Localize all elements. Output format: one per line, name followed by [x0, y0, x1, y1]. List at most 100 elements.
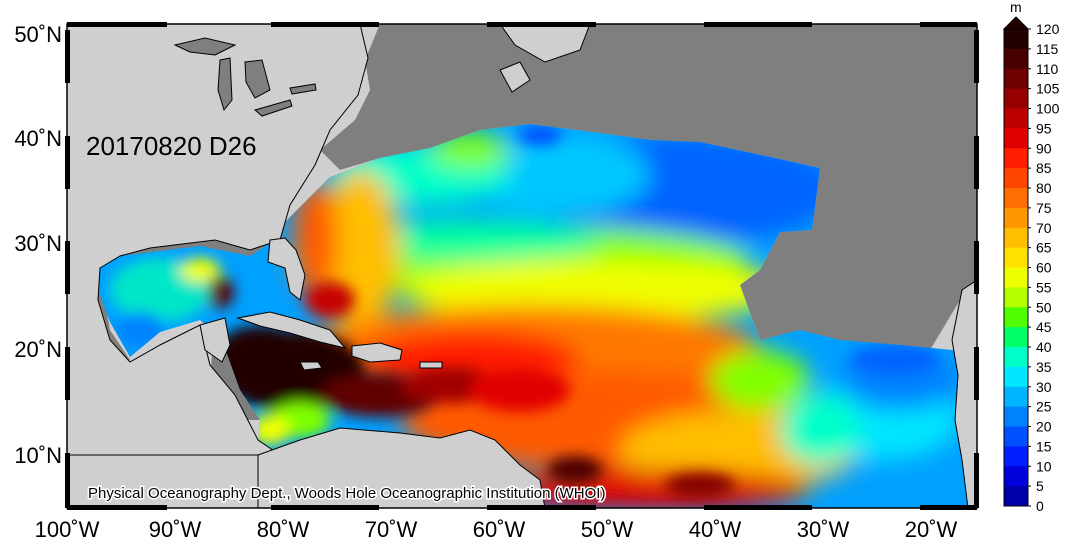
longitude-labels: 100˚W 90˚W 80˚W 70˚W 60˚W 50˚W 40˚W 30˚W 20˚W — [35, 517, 958, 542]
longitude-label: 100˚W — [35, 517, 100, 542]
longitude-label: 30˚W — [797, 517, 850, 542]
colorbar-tick-label: 85 — [1036, 160, 1052, 176]
frame-bar-right — [974, 453, 979, 508]
lake-michigan — [217, 57, 233, 112]
colorbar-tick-label: 35 — [1036, 359, 1052, 375]
frame-bar-left — [65, 136, 70, 189]
lake-erie — [253, 99, 293, 117]
frame-bar-bottom — [487, 505, 596, 510]
frame-bar-top — [487, 22, 596, 27]
frame-bar-top — [920, 22, 977, 27]
land-masses — [67, 24, 977, 508]
colorbar-swatch — [1004, 188, 1028, 209]
colorbar-tick-label: 10 — [1036, 458, 1052, 474]
puerto-rico-island — [419, 361, 443, 369]
no-data-ocean-north — [320, 24, 977, 350]
colorbar-swatch — [1004, 347, 1028, 368]
colorbar-tick-label: 25 — [1036, 399, 1052, 415]
colorbar-tick-label: 105 — [1036, 81, 1060, 97]
frame-bar-right — [974, 136, 979, 189]
colorbar-swatch — [1004, 227, 1028, 249]
frame-bar-right — [974, 30, 979, 83]
colorbar-swatch — [1004, 307, 1028, 328]
colorbar-tick-label: 95 — [1036, 120, 1052, 136]
latitude-label: 10˚N — [14, 443, 62, 468]
colorbar-swatch — [1004, 446, 1028, 467]
frame-bar-bottom — [271, 505, 379, 510]
colorbar-swatch — [1004, 486, 1028, 507]
latitude-labels: 50˚N 40˚N 30˚N 20˚N 10˚N — [14, 22, 62, 468]
colorbar-swatch — [1004, 108, 1028, 129]
colorbar-swatch — [1004, 148, 1028, 169]
colorbar-swatch — [1004, 168, 1028, 189]
frame-graticule-bars — [65, 22, 979, 510]
colorbar-tick-label: 5 — [1036, 478, 1044, 494]
longitude-label: 60˚W — [473, 517, 526, 542]
colorbar-swatch — [1004, 29, 1028, 50]
cuba-island — [236, 311, 347, 349]
colorbar-tick-label: 20 — [1036, 419, 1052, 435]
colorbar-swatch — [1004, 426, 1028, 447]
colorbar-tick-label: 90 — [1036, 140, 1052, 156]
latitude-label: 40˚N — [14, 126, 62, 151]
newfoundland — [499, 61, 531, 93]
colorbar-tick-label: 110 — [1036, 61, 1059, 77]
frame-bar-left — [65, 30, 70, 83]
colorbar-swatch — [1004, 366, 1028, 388]
colorbar-swatch — [1004, 327, 1028, 348]
longitude-label: 20˚W — [905, 517, 958, 542]
colorbar-tick-label: 65 — [1036, 240, 1052, 256]
colorbar-tick-label: 70 — [1036, 220, 1052, 236]
frame-bar-top — [67, 22, 167, 27]
frame-bar-bottom — [67, 505, 167, 510]
colorbar-swatch — [1004, 287, 1028, 308]
colorbar-tick-label: 45 — [1036, 319, 1052, 335]
colorbar-tick-label: 50 — [1036, 299, 1052, 315]
jamaica-island — [299, 361, 323, 371]
colorbar-tick-label: 30 — [1036, 379, 1052, 395]
colorbar-tick-label: 0 — [1036, 498, 1044, 514]
colorbar-swatch — [1004, 48, 1028, 70]
colorbar-swatch — [1004, 128, 1028, 149]
yucatan-peninsula — [199, 317, 231, 363]
colorbar-unit-label: m — [1010, 0, 1022, 15]
frame-bar-left — [65, 347, 70, 400]
colorbar: m 12011511010510095908580757065605550454… — [1002, 0, 1060, 514]
latitude-label: 50˚N — [14, 22, 62, 47]
colorbar-arrow-tip — [1002, 16, 1030, 30]
lake-ontario — [289, 83, 317, 95]
frame-bar-bottom — [920, 505, 977, 510]
colorbar-tick-label: 115 — [1036, 41, 1059, 57]
longitude-label: 80˚W — [257, 517, 310, 542]
frame-bar-bottom — [704, 505, 812, 510]
colorbar-swatch — [1004, 88, 1028, 109]
florida-peninsula — [267, 237, 306, 301]
credit-text: Physical Oceanography Dept., Woods Hole … — [88, 485, 605, 502]
colorbar-swatch — [1004, 386, 1028, 408]
colorbar-tick-label: 80 — [1036, 180, 1052, 196]
hispaniola-island — [351, 342, 403, 363]
colorbar-tick-label: 15 — [1036, 438, 1052, 454]
colorbar-tick-label: 120 — [1036, 21, 1060, 37]
date-label: 20170820 D26 — [86, 131, 257, 161]
longitude-label: 70˚W — [365, 517, 418, 542]
frame-bar-right — [974, 347, 979, 400]
colorbar-swatch — [1004, 68, 1028, 90]
frame-bar-top — [704, 22, 812, 27]
latitude-label: 20˚N — [14, 337, 62, 362]
frame-bar-right — [974, 241, 979, 294]
frame-bar-top — [271, 22, 379, 27]
colorbar-tick-label: 40 — [1036, 339, 1052, 355]
greenland-tip — [499, 24, 591, 63]
longitude-label: 40˚W — [689, 517, 742, 542]
africa-land — [951, 279, 977, 508]
longitude-label: 90˚W — [149, 517, 202, 542]
frame-bar-left — [65, 453, 70, 508]
frame-bar-left — [65, 241, 70, 294]
colorbar-tick-label: 55 — [1036, 279, 1052, 295]
colorbar-swatch — [1004, 247, 1028, 268]
colorbar-swatch — [1004, 207, 1028, 229]
colorbar-tick-label: 100 — [1036, 101, 1060, 117]
longitude-label: 50˚W — [581, 517, 634, 542]
